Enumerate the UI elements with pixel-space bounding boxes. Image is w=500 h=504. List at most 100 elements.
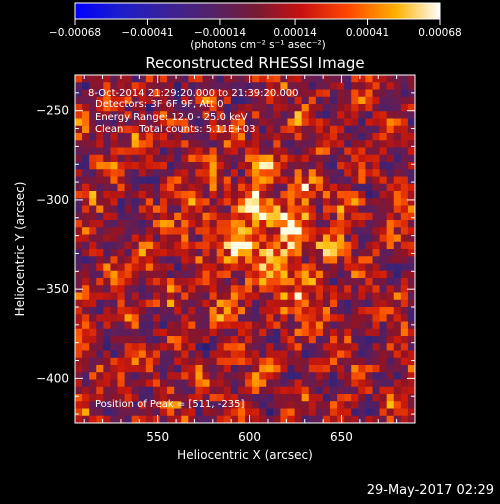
heatmap-cell (308, 176, 317, 185)
heatmap-cell (131, 241, 140, 250)
heatmap-cell (195, 82, 203, 90)
heatmap-cell (160, 372, 168, 380)
heatmap-cell (287, 394, 295, 402)
heatmap-cell (82, 263, 90, 272)
heatmap-cell (110, 372, 118, 380)
heatmap-cell (294, 220, 303, 228)
heatmap-cell (337, 104, 345, 112)
heatmap-cell (365, 75, 373, 83)
heatmap-cell (75, 241, 83, 250)
heatmap-cell (160, 154, 168, 163)
heatmap-cell (315, 285, 324, 293)
heatmap-cell (337, 372, 345, 380)
heatmap-cell (160, 104, 168, 112)
heatmap-cell (337, 227, 345, 235)
heatmap-cell (117, 169, 125, 177)
heatmap-cell (245, 191, 253, 199)
heatmap-cell (372, 350, 380, 359)
heatmap-cell (160, 328, 168, 337)
heatmap-cell (82, 133, 90, 141)
heatmap-cell (96, 307, 104, 315)
heatmap-cell (202, 343, 210, 351)
heatmap-cell (287, 96, 295, 105)
heatmap-cell (280, 104, 288, 112)
heatmap-cell (252, 408, 260, 417)
heatmap-cell (294, 299, 303, 308)
heatmap-cell (386, 408, 395, 417)
heatmap-cell (294, 278, 303, 286)
heatmap-cell (145, 386, 154, 395)
heatmap-cell (322, 169, 331, 177)
heatmap-cell (330, 183, 338, 192)
heatmap-cell (330, 133, 338, 141)
heatmap-cell (138, 154, 147, 163)
heatmap-cell (308, 365, 317, 373)
heatmap-cell (124, 227, 133, 235)
heatmap-cell (75, 75, 83, 83)
heatmap-cell (124, 285, 133, 293)
heatmap-cell (252, 220, 260, 228)
heatmap-cell (82, 299, 90, 308)
heatmap-cell (294, 292, 303, 301)
heatmap-cell (209, 292, 218, 301)
heatmap-cell (181, 263, 189, 272)
heatmap-cell (75, 162, 83, 170)
heatmap-cell (287, 350, 295, 359)
heatmap-cell (287, 256, 295, 264)
heatmap-cell (209, 198, 218, 206)
heatmap-cell (308, 321, 317, 330)
heatmap-cell (152, 357, 161, 366)
heatmap-cell (280, 408, 288, 417)
heatmap-cell (273, 227, 281, 235)
heatmap-cell (174, 408, 182, 417)
heatmap-cell (365, 183, 373, 192)
heatmap-cell (216, 227, 225, 235)
heatmap-cell (330, 169, 338, 177)
heatmap-cell (351, 292, 359, 301)
heatmap-cell (195, 125, 203, 134)
heatmap-cell (315, 111, 324, 119)
heatmap-cell (259, 278, 267, 286)
heatmap-cell (337, 292, 345, 301)
heatmap-cell (294, 372, 303, 380)
heatmap-cell (195, 191, 203, 199)
annotation-time-range: 8-Oct-2014 21:29:20.000 to 21:39:20.000 (88, 88, 299, 99)
heatmap-cell (280, 241, 288, 250)
heatmap-cell (167, 191, 175, 199)
heatmap-cell (407, 379, 415, 388)
heatmap-cell (160, 394, 168, 402)
heatmap-cell (301, 343, 310, 351)
heatmap-cell (188, 379, 196, 388)
heatmap-cell (145, 154, 154, 163)
heatmap-cell (188, 205, 196, 214)
heatmap-cell (174, 314, 182, 322)
heatmap-cell (266, 111, 274, 119)
heatmap-cell (82, 118, 90, 127)
heatmap-cell (245, 147, 253, 156)
heatmap-cell (330, 343, 338, 351)
heatmap-cell (358, 169, 366, 177)
heatmap-cell (358, 408, 366, 417)
heatmap-cell (82, 198, 90, 206)
heatmap-cell (407, 75, 415, 83)
heatmap-cell (89, 227, 97, 235)
heatmap-cell (245, 198, 253, 206)
heatmap-cell (322, 285, 331, 293)
heatmap-cell (195, 321, 203, 330)
heatmap-cell (145, 162, 154, 170)
heatmap-cell (138, 133, 147, 141)
heatmap-cell (195, 176, 203, 185)
heatmap-cell (315, 408, 324, 417)
heatmap-cell (202, 198, 210, 206)
heatmap-cell (103, 234, 111, 243)
heatmap-cell (181, 198, 189, 206)
heatmap-cell (379, 82, 388, 90)
heatmap-cell (301, 292, 310, 301)
heatmap-cell (301, 220, 310, 228)
heatmap-cell (230, 321, 239, 330)
heatmap-cell (181, 183, 189, 192)
heatmap-cell (287, 321, 295, 330)
heatmap-cell (110, 82, 118, 90)
heatmap-cell (167, 89, 175, 98)
heatmap-cell (379, 176, 388, 185)
